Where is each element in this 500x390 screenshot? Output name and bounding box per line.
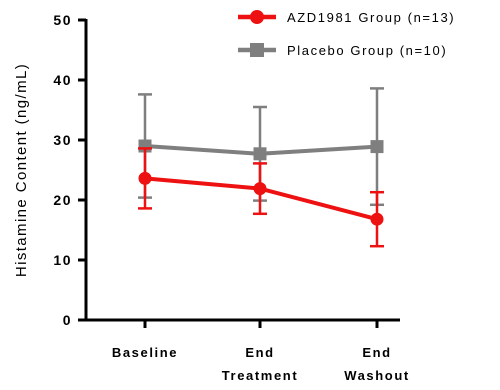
x-tick-label: End	[362, 345, 391, 360]
y-tick-label: 20	[53, 192, 72, 208]
legend-label: Placebo Group (n=10)	[287, 43, 447, 58]
data-point	[138, 171, 152, 185]
y-tick-label: 50	[53, 12, 72, 28]
series-azd1981	[138, 147, 384, 248]
y-tick-label: 30	[53, 132, 72, 148]
legend: AZD1981 Group (n=13) Placebo Group (n=10)	[238, 10, 455, 58]
x-tick-label: Treatment	[222, 368, 299, 383]
data-point	[370, 140, 384, 154]
legend-marker	[250, 10, 264, 24]
legend-label: AZD1981 Group (n=13)	[287, 10, 455, 25]
x-tick-label: Baseline	[112, 345, 178, 360]
series-group	[138, 87, 384, 248]
y-tick-label: 40	[53, 72, 72, 88]
y-tick-label: 10	[53, 252, 72, 268]
legend-marker	[250, 43, 264, 57]
data-point	[370, 212, 384, 226]
x-tick-label: Washout	[344, 368, 410, 383]
x-tick-label: End	[245, 345, 274, 360]
data-point	[253, 147, 267, 161]
y-tick-label: 0	[63, 312, 72, 328]
y-axis-title: Histamine Content (ng/mL)	[13, 63, 30, 277]
legend-item-placebo: Placebo Group (n=10)	[238, 43, 447, 58]
data-point	[253, 182, 267, 196]
axes: 0 10 20 30 40 50 Baseline End Treatment End Washou…	[53, 12, 410, 383]
legend-item-azd1981: AZD1981 Group (n=13)	[238, 10, 455, 25]
